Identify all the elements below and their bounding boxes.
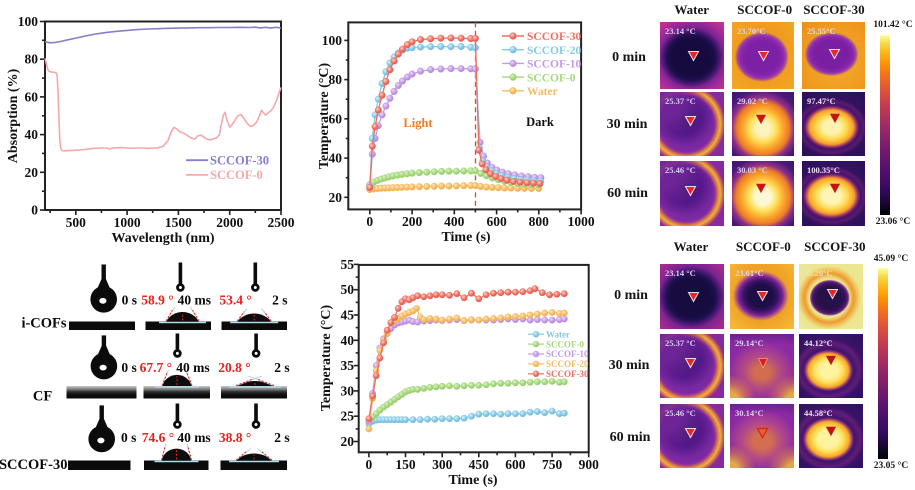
svg-text:0: 0	[31, 203, 38, 218]
svg-text:SCCOF-10: SCCOF-10	[527, 59, 582, 71]
svg-text:40 ms: 40 ms	[177, 430, 210, 445]
svg-text:Water: Water	[527, 86, 558, 98]
svg-text:40 ms: 40 ms	[176, 360, 209, 375]
svg-text:100: 100	[18, 14, 39, 29]
svg-text:2 s: 2 s	[272, 293, 287, 308]
svg-text:200: 200	[402, 214, 423, 229]
svg-text:20.8 °: 20.8 °	[218, 360, 250, 375]
svg-text:SCCOF-30: SCCOF-30	[0, 457, 67, 473]
svg-text:53.4 °: 53.4 °	[219, 293, 251, 308]
svg-text:20: 20	[329, 190, 343, 205]
svg-text:Dark: Dark	[526, 115, 554, 129]
svg-text:55: 55	[341, 257, 355, 272]
svg-text:50: 50	[341, 282, 355, 297]
svg-text:100: 100	[322, 33, 343, 48]
svg-text:2000: 2000	[216, 215, 243, 230]
svg-text:35: 35	[341, 358, 355, 373]
svg-text:74.6 °: 74.6 °	[142, 430, 174, 445]
svg-text:40: 40	[341, 333, 355, 348]
svg-text:Light: Light	[403, 116, 433, 130]
svg-text:800: 800	[529, 214, 550, 229]
svg-text:CF: CF	[33, 389, 52, 405]
svg-text:Temperature (°C): Temperature (°C)	[317, 63, 332, 170]
svg-text:0 s: 0 s	[121, 360, 136, 375]
svg-text:Water: Water	[546, 329, 570, 339]
svg-text:SCCOF-10: SCCOF-10	[546, 349, 589, 359]
svg-text:600: 600	[505, 457, 526, 472]
svg-text:Absorption (%): Absorption (%)	[6, 68, 21, 163]
svg-text:30: 30	[341, 383, 355, 398]
svg-text:450: 450	[469, 457, 490, 472]
svg-text:SCCOF-20: SCCOF-20	[527, 45, 582, 57]
svg-text:67.7 °: 67.7 °	[140, 360, 172, 375]
svg-text:0 s: 0 s	[121, 430, 136, 445]
svg-text:Wavelength (nm): Wavelength (nm)	[111, 231, 214, 246]
svg-text:60: 60	[329, 111, 343, 126]
svg-text:900: 900	[579, 457, 600, 472]
svg-text:38.8 °: 38.8 °	[219, 430, 251, 445]
svg-text:40: 40	[25, 127, 39, 142]
svg-text:600: 600	[486, 214, 507, 229]
svg-text:25: 25	[341, 409, 355, 424]
svg-text:SCCOF-30: SCCOF-30	[527, 31, 582, 43]
svg-text:750: 750	[542, 457, 563, 472]
svg-text:Temperature (°C): Temperature (°C)	[319, 305, 334, 412]
svg-text:i-COFs: i-COFs	[21, 316, 66, 332]
svg-text:0: 0	[366, 214, 373, 229]
svg-text:40 ms: 40 ms	[178, 293, 211, 308]
svg-text:1500: 1500	[165, 215, 192, 230]
svg-text:60: 60	[25, 89, 39, 104]
svg-text:150: 150	[395, 457, 416, 472]
svg-text:80: 80	[25, 52, 39, 67]
svg-text:58.9 °: 58.9 °	[141, 293, 173, 308]
svg-text:80: 80	[329, 72, 343, 87]
svg-text:20: 20	[25, 165, 39, 180]
svg-text:1000: 1000	[568, 214, 595, 229]
svg-text:SCCOF-30: SCCOF-30	[210, 154, 269, 168]
svg-text:Time (s): Time (s)	[448, 473, 497, 488]
svg-text:2 s: 2 s	[274, 360, 289, 375]
svg-text:500: 500	[66, 215, 87, 230]
svg-text:SCCOF-0: SCCOF-0	[210, 168, 263, 182]
svg-text:0: 0	[366, 457, 373, 472]
svg-text:400: 400	[444, 214, 465, 229]
svg-text:SCCOF-0: SCCOF-0	[527, 72, 576, 84]
svg-text:0 s: 0 s	[122, 293, 137, 308]
svg-text:SCCOF-20: SCCOF-20	[546, 359, 589, 369]
svg-text:SCCOF-30: SCCOF-30	[546, 369, 589, 379]
svg-text:Time (s): Time (s)	[441, 230, 490, 245]
svg-text:45: 45	[341, 308, 355, 323]
svg-text:40: 40	[329, 151, 343, 166]
svg-text:1000: 1000	[114, 215, 141, 230]
svg-text:2 s: 2 s	[274, 430, 289, 445]
svg-text:2500: 2500	[268, 215, 295, 230]
svg-text:20: 20	[341, 434, 355, 449]
svg-text:SCCOF-0: SCCOF-0	[546, 339, 584, 349]
svg-text:300: 300	[432, 457, 453, 472]
